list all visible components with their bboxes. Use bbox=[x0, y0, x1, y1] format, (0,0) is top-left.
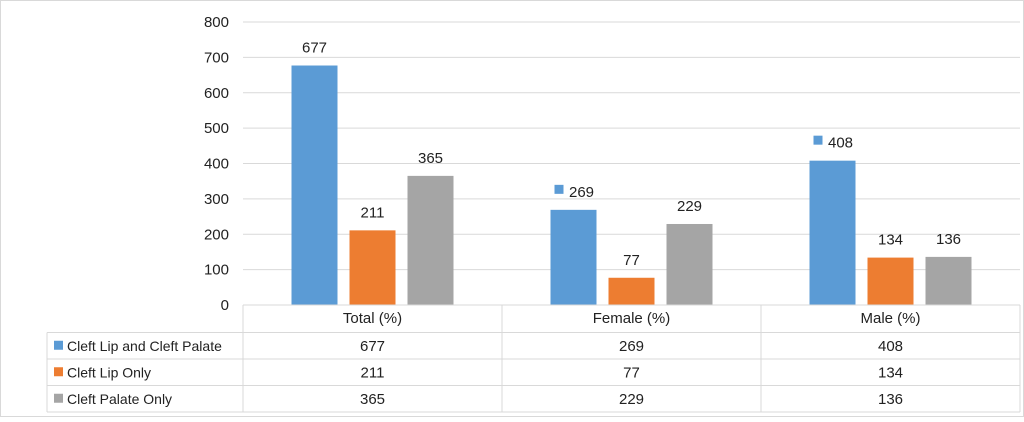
data-labels: 677 211 365 269 77 229 408 134 136 bbox=[302, 40, 961, 269]
table-cell: 365 bbox=[360, 391, 385, 408]
legend-key bbox=[54, 340, 63, 350]
table-cell: 77 bbox=[623, 364, 640, 381]
table-cell: 229 bbox=[619, 391, 644, 408]
bar bbox=[407, 175, 454, 305]
category-label: Female (%) bbox=[593, 310, 671, 327]
y-tick-label: 500 bbox=[204, 120, 229, 137]
data-table: Total (%) Female (%) Male (%) Cleft Lip and… bbox=[46, 304, 1021, 413]
table-cell: 136 bbox=[878, 391, 903, 408]
y-tick-label: 100 bbox=[204, 262, 229, 279]
y-tick-label: 300 bbox=[204, 191, 229, 208]
bar bbox=[550, 209, 597, 305]
category-label: Total (%) bbox=[343, 310, 402, 327]
data-label: 677 bbox=[302, 40, 327, 57]
data-label: 136 bbox=[936, 231, 961, 248]
bar bbox=[666, 223, 713, 305]
bar bbox=[809, 160, 856, 305]
y-tick-label: 700 bbox=[204, 49, 229, 66]
y-tick-label: 0 bbox=[221, 297, 229, 314]
data-label-key bbox=[554, 184, 564, 194]
bar bbox=[608, 277, 655, 305]
data-label-key bbox=[813, 135, 823, 145]
bar bbox=[925, 256, 972, 305]
legend-label: Cleft Palate Only bbox=[67, 391, 172, 407]
bar bbox=[867, 257, 914, 305]
y-tick-label: 600 bbox=[204, 85, 229, 102]
table-cell: 211 bbox=[361, 364, 385, 381]
legend-label: Cleft Lip and Cleft Palate bbox=[67, 338, 222, 354]
y-tick-label: 800 bbox=[204, 14, 229, 31]
data-label: 134 bbox=[878, 232, 903, 249]
data-label: 365 bbox=[418, 150, 443, 167]
bars bbox=[291, 65, 972, 305]
table-cell: 677 bbox=[360, 338, 385, 355]
legend-key bbox=[54, 367, 63, 377]
table-cell: 269 bbox=[619, 338, 644, 355]
y-tick-label: 400 bbox=[204, 156, 229, 173]
data-label: 77 bbox=[623, 252, 640, 269]
y-tick-label: 200 bbox=[204, 226, 229, 243]
table-cell: 408 bbox=[878, 338, 903, 355]
legend-key bbox=[54, 393, 63, 403]
data-label: 211 bbox=[361, 204, 385, 221]
data-label: 269 bbox=[569, 184, 594, 201]
data-label: 229 bbox=[677, 198, 702, 215]
bar bbox=[349, 230, 396, 305]
data-label: 408 bbox=[828, 135, 853, 152]
category-label: Male (%) bbox=[860, 310, 920, 327]
table-cell: 134 bbox=[878, 364, 903, 381]
y-axis-ticks: 0 100 200 300 400 500 600 700 800 bbox=[204, 14, 229, 314]
legend-label: Cleft Lip Only bbox=[67, 364, 151, 380]
bar bbox=[291, 65, 338, 305]
